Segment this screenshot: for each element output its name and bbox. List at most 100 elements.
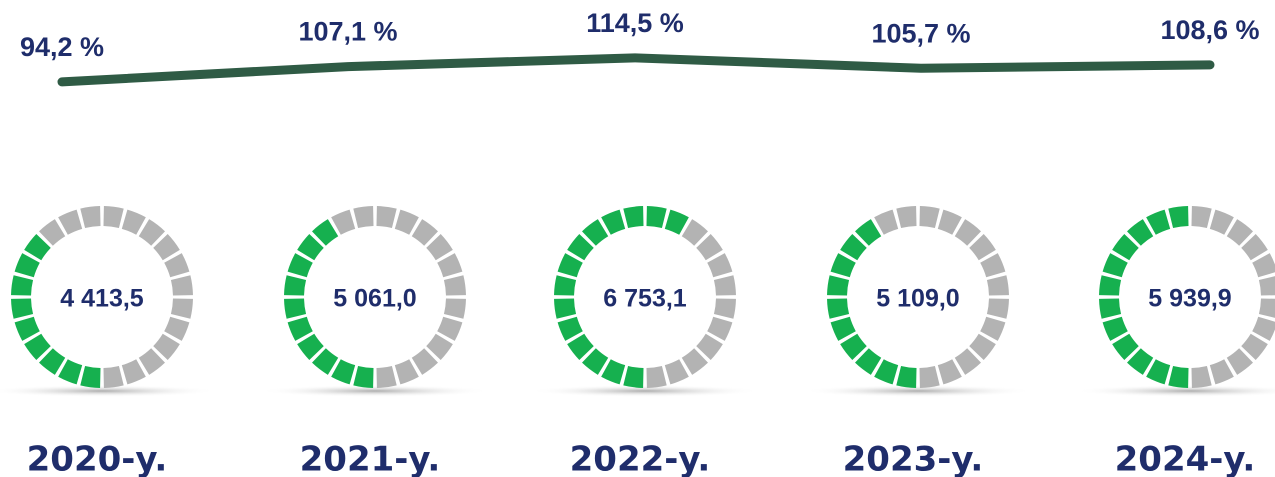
ring-segment <box>896 206 917 229</box>
year-label: 2022-y. <box>570 440 711 477</box>
percent-label: 94,2 % <box>20 32 104 62</box>
ring-segment <box>153 333 180 360</box>
ring-segment-filled <box>1102 253 1128 278</box>
ring-segment-filled <box>646 206 667 229</box>
ring-segment <box>1191 206 1212 229</box>
ring-segment-filled <box>567 333 594 360</box>
ring-shadow <box>0 385 217 397</box>
ring-segment <box>443 298 466 319</box>
ring-segment-filled <box>80 365 101 388</box>
ring-segment-filled <box>58 359 83 385</box>
ring-segment <box>1252 253 1275 278</box>
ring-segment-filled <box>39 348 66 375</box>
ring-segment <box>437 316 463 341</box>
percent-label: 105,7 % <box>871 18 970 48</box>
ring-segment <box>696 234 723 261</box>
ring-shadow <box>260 385 490 397</box>
ring-segment-filled <box>1146 359 1171 385</box>
year-label: 2024-y. <box>1115 440 1256 477</box>
ring-segment-filled <box>24 333 51 360</box>
ring-segment <box>58 209 83 235</box>
ring-segment <box>681 219 708 246</box>
ring-segment <box>39 219 66 246</box>
ring-segment <box>980 316 1006 341</box>
ring-segment <box>646 365 667 388</box>
ring-segment-filled <box>1127 348 1154 375</box>
percent-label: 107,1 % <box>298 17 397 47</box>
ring-segment <box>919 365 940 388</box>
ring-segment <box>707 316 733 341</box>
ring-segment-filled <box>554 298 577 319</box>
ring-segment <box>153 234 180 261</box>
ring-segment <box>394 359 419 385</box>
ring-segment-filled <box>601 209 626 235</box>
ring-segment-filled <box>284 298 307 319</box>
ring-segment <box>353 206 374 229</box>
ring-segment-filled <box>287 253 313 278</box>
ring-shadow <box>803 385 1033 397</box>
ring-segment-filled <box>11 275 34 296</box>
ring-segment <box>986 275 1009 296</box>
ring-segment <box>1191 365 1212 388</box>
ring-segment <box>986 298 1009 319</box>
gauge-fill <box>827 219 917 388</box>
ring-segment <box>138 219 165 246</box>
ring-segment-filled <box>557 316 583 341</box>
ring-segment <box>170 298 193 319</box>
ring-segment-filled <box>830 316 856 341</box>
ring-segment <box>164 316 190 341</box>
ring-segment <box>1209 209 1234 235</box>
ring-segment-filled <box>1168 206 1189 229</box>
ring-shadow <box>1075 385 1275 397</box>
ring-segment-filled <box>331 359 356 385</box>
ring-segment <box>954 348 981 375</box>
ring-segment <box>1258 298 1275 318</box>
ring-segment-filled <box>855 219 882 246</box>
ring-segment-filled <box>287 316 313 341</box>
ring-segment <box>707 253 733 278</box>
ring-segment <box>969 333 996 360</box>
ring-segment <box>937 209 962 235</box>
ring-segment <box>874 209 899 235</box>
ring-segment-filled <box>1099 275 1122 296</box>
ring-segment <box>80 206 101 229</box>
ring-segment-filled <box>582 348 609 375</box>
ring-segment-filled <box>297 333 324 360</box>
ring-segment <box>1241 333 1268 360</box>
ring-segment-filled <box>874 359 899 385</box>
ring-segment <box>1258 276 1275 296</box>
year-label: 2020-y. <box>27 440 168 477</box>
gauge-fill <box>11 234 101 388</box>
ring-segment-filled <box>896 365 917 388</box>
ring-segment <box>426 333 453 360</box>
percent-label: 108,6 % <box>1160 15 1259 45</box>
ring-segment <box>664 359 689 385</box>
gauge-value: 4 413,5 <box>60 285 144 313</box>
ring-segment <box>103 365 124 388</box>
ring-segment-filled <box>1102 316 1128 341</box>
ring-segment <box>713 275 736 296</box>
ring-segment <box>411 348 438 375</box>
ring-segment-filled <box>14 253 40 278</box>
ring-segment-filled <box>297 234 324 261</box>
ring-segment-filled <box>1146 209 1171 235</box>
ring-segment <box>954 219 981 246</box>
ring-segment-filled <box>623 365 644 388</box>
year-label: 2023-y. <box>843 440 984 477</box>
ring-segment <box>937 359 962 385</box>
ring-segment-filled <box>1127 219 1154 246</box>
percent-label: 114,5 % <box>586 8 684 38</box>
ring-segment <box>121 209 146 235</box>
ring-segment-filled <box>554 275 577 296</box>
gauge-value: 5 939,9 <box>1148 285 1231 313</box>
ring-segment <box>426 234 453 261</box>
ring-segment-filled <box>664 209 689 235</box>
trend-line <box>57 53 1215 87</box>
ring-segment <box>170 275 193 296</box>
ring-segment <box>1209 359 1234 385</box>
ring-segment <box>394 209 419 235</box>
ring-segment-filled <box>567 234 594 261</box>
ring-segment-filled <box>582 219 609 246</box>
ring-segment <box>103 206 124 229</box>
